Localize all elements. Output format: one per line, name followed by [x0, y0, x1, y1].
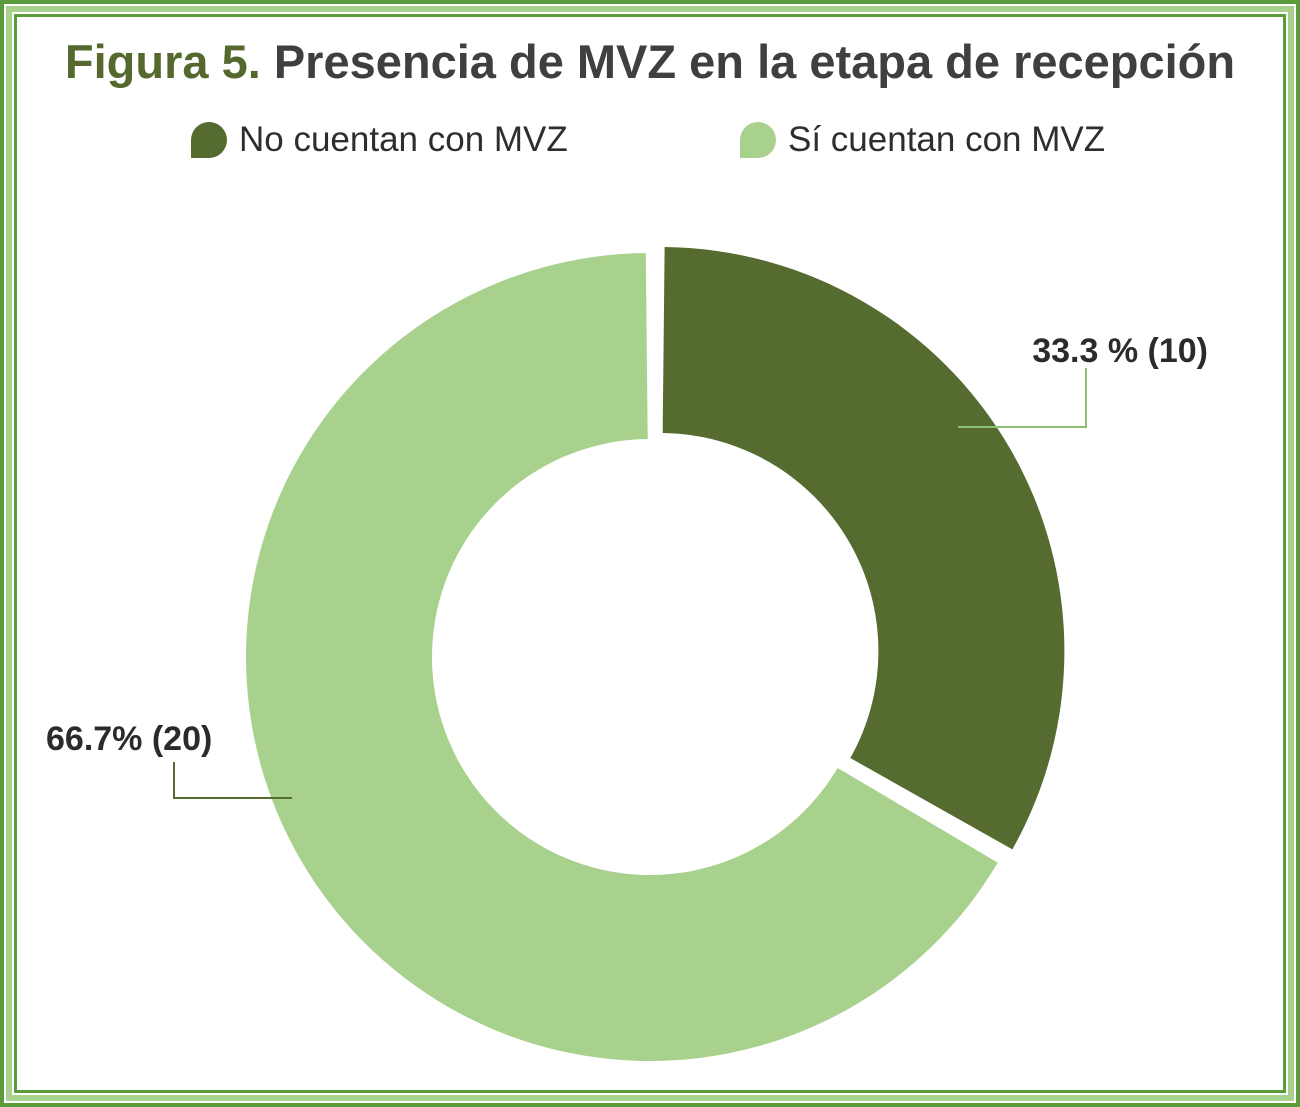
data-label-si: 66.7% (20)	[46, 720, 212, 758]
leader-line-si	[173, 762, 292, 799]
title-text: Presencia de MVZ en la etapa de recepció…	[273, 35, 1236, 88]
legend-item-no: No cuentan con MVZ	[191, 118, 568, 162]
figure-number: Figura 5.	[64, 35, 261, 88]
donut-slices	[245, 247, 1065, 1061]
middle-frame	[6, 6, 1294, 1101]
legend-swatch-light	[740, 122, 776, 158]
data-label-no: 33.3 % (10)	[1032, 332, 1208, 370]
donut-slice-si	[245, 253, 998, 1061]
legend-swatch-dark	[191, 122, 227, 158]
legend-label-no: No cuentan con MVZ	[239, 120, 568, 159]
inner-frame	[14, 14, 1286, 1093]
legend-item-si: Sí cuentan con MVZ	[740, 118, 1105, 162]
legend-label-si: Sí cuentan con MVZ	[788, 120, 1106, 159]
donut-slice-no	[662, 247, 1065, 850]
chart-title: Figura 5. Presencia de MVZ en la etapa d…	[0, 34, 1300, 89]
leader-line-no	[958, 368, 1087, 428]
